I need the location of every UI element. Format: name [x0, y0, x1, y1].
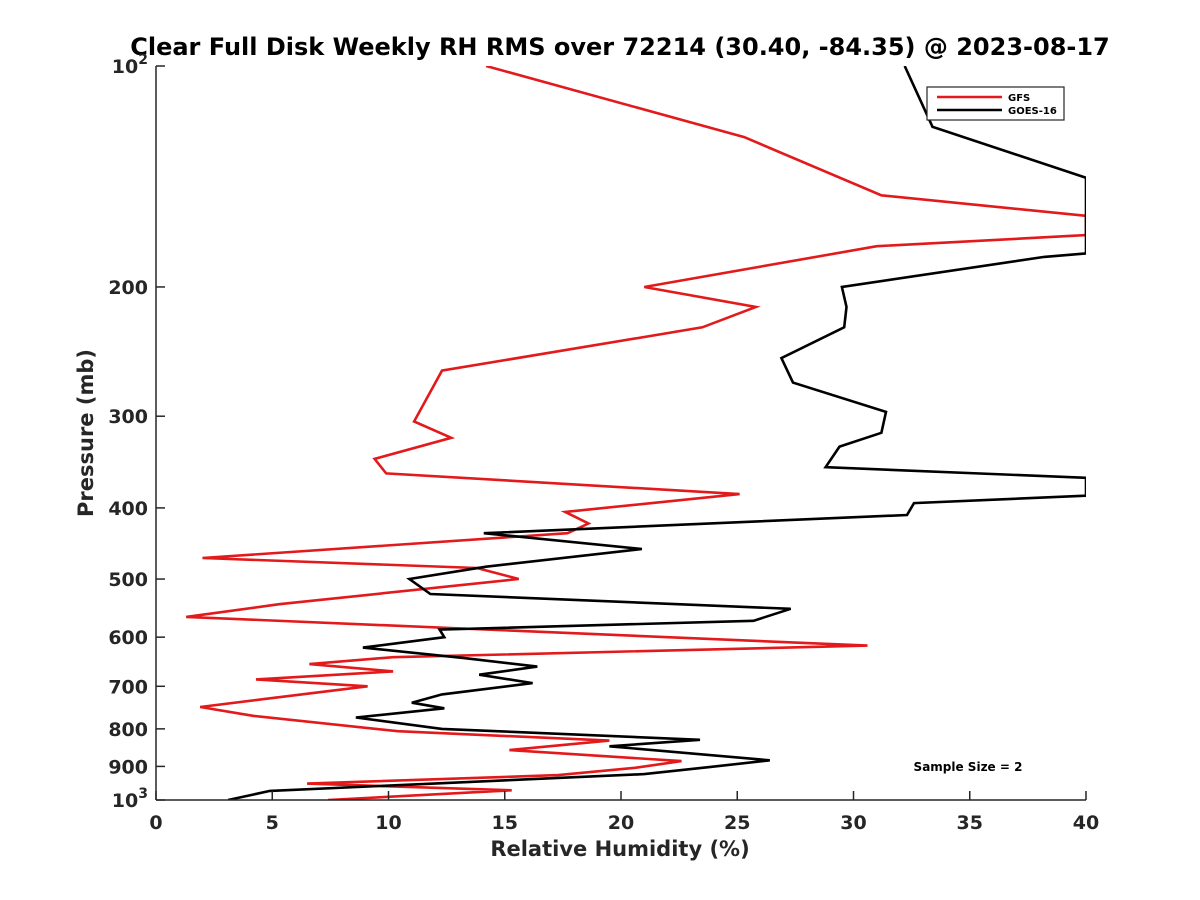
- axes: 0 5 10 15 20 25 30 35 40 102 200 300 400 500 600 700 80…: [108, 52, 1099, 834]
- y-tick-label: 400: [108, 498, 148, 520]
- y-tick-label: 300: [108, 406, 148, 428]
- chart-title: Clear Full Disk Weekly RH RMS over 72214…: [130, 33, 1110, 61]
- y-tick-label: 103: [112, 786, 148, 812]
- x-tick-label: 10: [375, 812, 401, 834]
- x-tick-label: 30: [840, 812, 866, 834]
- series-layer: [186, 66, 1086, 800]
- x-axis-title: Relative Humidity (%): [490, 837, 749, 861]
- y-tick-label: 500: [108, 569, 148, 591]
- legend-label-gfs: GFS: [1008, 93, 1030, 104]
- y-tick-label: 900: [108, 756, 148, 778]
- legend-box: [926, 86, 1065, 121]
- x-tick-label: 35: [957, 812, 983, 834]
- x-axis-ticks: 0 5 10 15 20 25 30 35 40: [149, 791, 1099, 834]
- series-line-goes-16: [227, 66, 1086, 800]
- plot-area: [186, 66, 1086, 800]
- y-tick-label: 700: [108, 676, 148, 698]
- x-tick-label: 40: [1073, 812, 1099, 834]
- y-tick-label: 800: [108, 719, 148, 741]
- x-tick-label: 15: [492, 812, 518, 834]
- legend-label-goes16: GOES-16: [1008, 106, 1057, 117]
- x-tick-label: 0: [149, 812, 162, 834]
- legend: GFS GOES-16: [926, 86, 1065, 121]
- y-axis-title: Pressure (mb): [74, 349, 98, 517]
- y-tick-label: 600: [108, 627, 148, 649]
- y-tick-label: 200: [108, 277, 148, 299]
- x-tick-label: 20: [608, 812, 634, 834]
- series-line-gfs: [186, 66, 1086, 800]
- y-axis-ticks: 102 200 300 400 500 600 700 800 900 103: [108, 52, 165, 812]
- x-tick-label: 25: [724, 812, 750, 834]
- y-tick-label: 102: [112, 52, 148, 78]
- x-tick-label: 5: [266, 812, 279, 834]
- sample-size-annotation: Sample Size = 2: [914, 760, 1023, 774]
